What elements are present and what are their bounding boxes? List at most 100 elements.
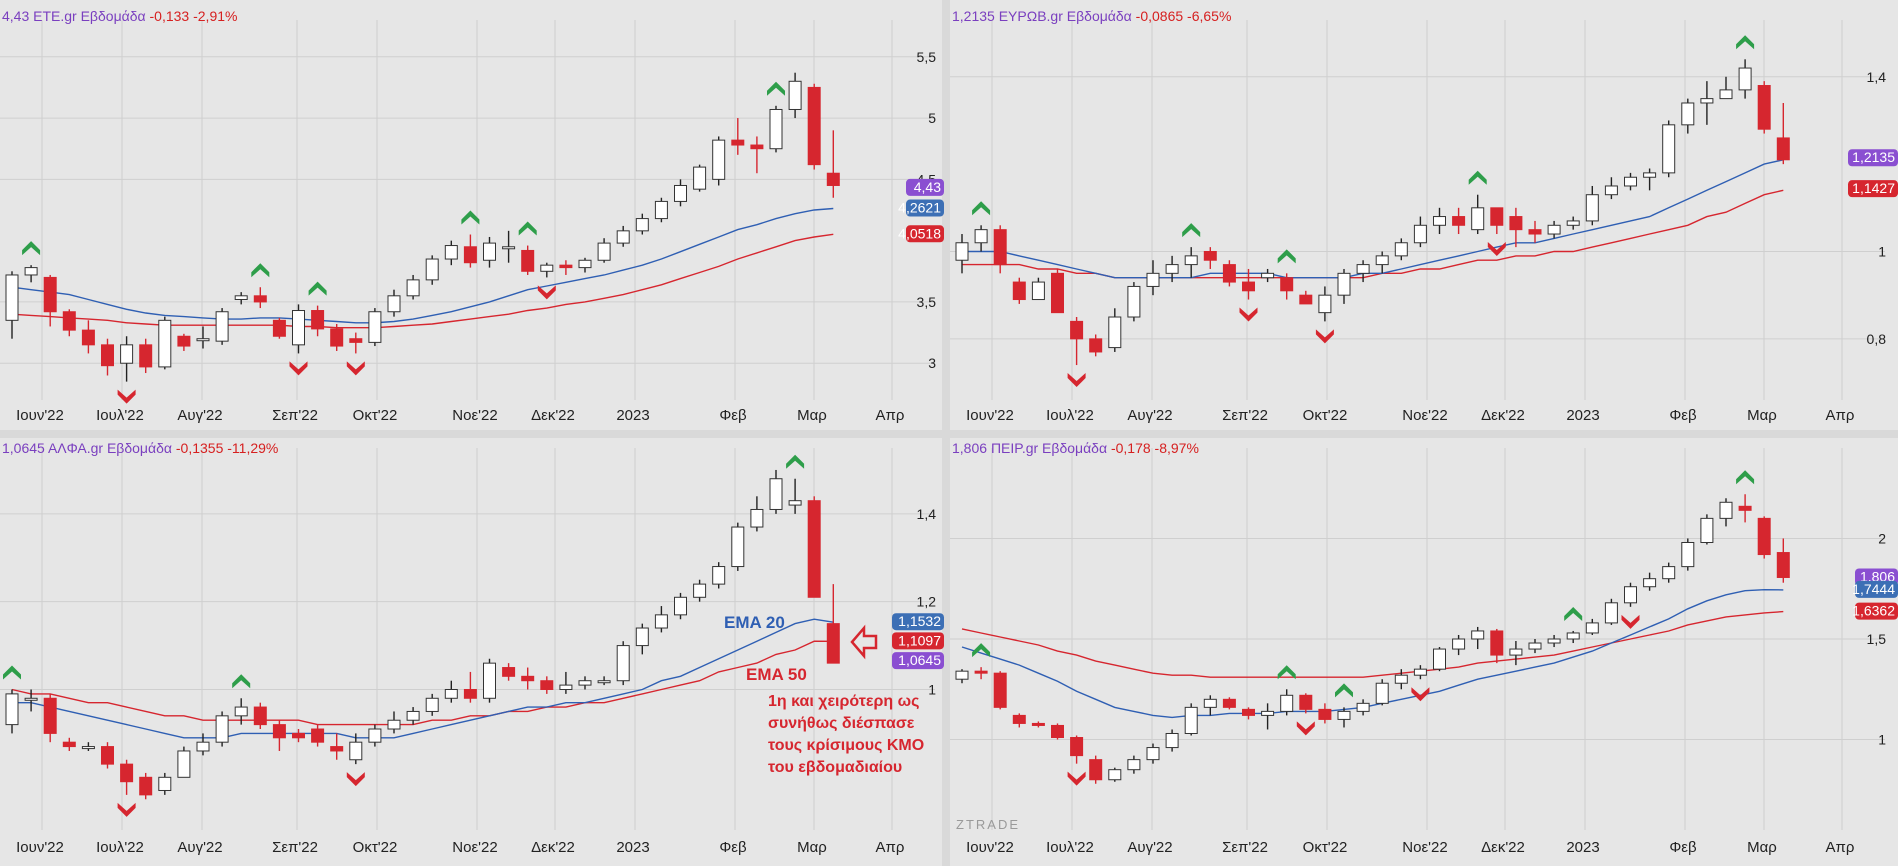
signal-down-icon (289, 361, 308, 376)
x-tick-label: Ιουν'22 (966, 407, 1014, 424)
candle-body (1681, 541, 1695, 568)
candle-body (1604, 602, 1618, 624)
candle-body (253, 295, 267, 303)
x-tick-label: Ιουλ'22 (96, 839, 144, 856)
signal-down-icon (1067, 373, 1086, 388)
candle-body (1738, 67, 1752, 91)
x-tick-label: Απρ (876, 839, 905, 856)
y-tick-label: 2 (1878, 530, 1886, 546)
candle-body (101, 746, 114, 765)
candle-body (1318, 294, 1332, 314)
candle-body (635, 218, 649, 232)
price-badge-label: 4,43 (914, 179, 941, 195)
chart-title: 4,43 ETE.gr Εβδομάδα -0,133 -2,91% (2, 8, 237, 24)
candle-body (425, 258, 439, 281)
candle-body (158, 319, 172, 368)
candle-body (444, 245, 458, 260)
signal-down-icon (1621, 614, 1640, 629)
signal-up-icon (461, 210, 480, 225)
candle-body (635, 627, 649, 647)
signal-up-icon (22, 241, 41, 256)
price-badge-ema20 (906, 199, 944, 217)
x-tick-label: Οκτ'22 (353, 839, 398, 856)
note-line: του εβδομαδιαίου (768, 759, 902, 776)
candle-body (974, 670, 988, 674)
price-badge-label: 1,2135 (1852, 149, 1895, 165)
y-tick-label: 1,4 (917, 506, 937, 522)
candle-body (1280, 277, 1294, 292)
x-tick-label: Οκτ'22 (1303, 839, 1348, 856)
y-tick-label: 1,2 (917, 594, 937, 610)
candle-body (1757, 517, 1771, 556)
candle-body (1776, 552, 1790, 578)
candle-body (1165, 732, 1179, 749)
candle-body (139, 344, 153, 368)
title-change: -0,178 -8,97% (1111, 440, 1199, 456)
candle-body (1012, 714, 1026, 724)
signal-up-icon (767, 81, 785, 96)
x-tick-label: Νοε'22 (452, 407, 497, 424)
signal-down-icon (346, 361, 365, 376)
y-tick-label: 0,8 (1867, 331, 1887, 347)
x-tick-label: Δεκ'22 (531, 407, 575, 424)
ema50-annotation: EMA 50 (746, 665, 807, 684)
candle-body (616, 230, 630, 244)
candle-body (559, 264, 573, 269)
candle-body (196, 741, 210, 752)
candle-body (559, 684, 573, 690)
candle-body (463, 688, 477, 699)
candle-body (540, 680, 554, 690)
candle-body (1624, 586, 1637, 604)
candle-body (177, 335, 191, 347)
candle-body (826, 623, 840, 664)
title-price: 4,43 (2, 8, 33, 24)
candle-body (215, 715, 229, 743)
candle-body (24, 697, 38, 701)
chart-title: 1,0645 ΑΛΦΑ.gr Εβδομάδα -0,1355 -11,29% (2, 440, 278, 456)
note-line: τους κρίσιμους ΚΜΟ (768, 737, 924, 754)
signal-down-icon (1315, 329, 1334, 344)
candle-body (387, 719, 401, 730)
price-badge-ema20 (892, 613, 944, 631)
signal-up-icon (1277, 249, 1296, 264)
note-line: συνήθως διέσπασε (768, 715, 915, 732)
x-tick-label: Μαρ (797, 839, 827, 856)
candle-body (1643, 172, 1657, 178)
y-tick-label: 1 (928, 681, 936, 697)
x-tick-label: 2023 (616, 407, 649, 424)
price-badge-ema50 (1848, 180, 1898, 198)
candle-body (955, 242, 969, 261)
candle-body (807, 500, 821, 598)
x-tick-label: Οκτ'22 (353, 407, 398, 424)
candle-body (1433, 648, 1446, 670)
candle-body (81, 746, 95, 750)
candle-body (1700, 517, 1714, 543)
candle-body (731, 139, 745, 146)
signal-up-icon (308, 281, 327, 296)
x-tick-label: Οκτ'22 (1303, 407, 1348, 424)
signal-up-icon (1564, 606, 1583, 621)
title-price: 1,0645 (2, 440, 48, 456)
candle-body (1070, 737, 1084, 757)
x-tick-label: Δεκ'22 (1481, 839, 1525, 856)
candle-body (1394, 242, 1408, 257)
x-tick-label: Φεβ (1669, 407, 1697, 424)
candle-body (693, 583, 707, 598)
candle-body (1051, 272, 1064, 314)
candle-body (769, 108, 783, 150)
candle-body (1509, 648, 1523, 656)
candle-body (712, 566, 726, 585)
candle-body (292, 310, 305, 346)
candle-body (139, 776, 153, 796)
candle-body (1528, 229, 1542, 235)
candle-body (1413, 668, 1427, 676)
candle-body (1547, 224, 1561, 235)
candle-body (731, 526, 745, 568)
candle-body (330, 746, 344, 752)
candle-body (463, 246, 477, 264)
signal-up-icon (1736, 35, 1755, 50)
candle-body (158, 776, 172, 791)
price-badge-ema50 (892, 632, 944, 650)
title-change: -0,133 -2,91% (150, 8, 238, 24)
